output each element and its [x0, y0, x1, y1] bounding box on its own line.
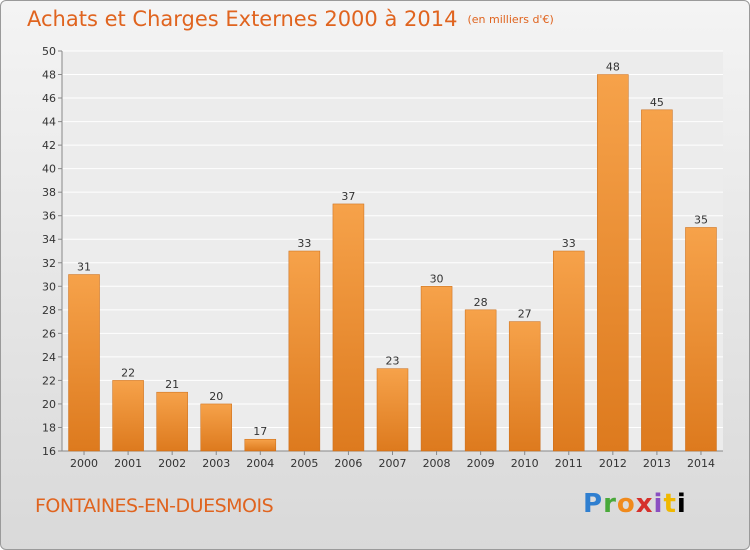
x-tick-label: 2000	[70, 457, 98, 470]
y-tick-label: 16	[42, 445, 56, 458]
bar	[288, 250, 321, 452]
chart-unit: (en milliers d'€)	[467, 13, 554, 26]
data-label: 33	[297, 237, 311, 250]
data-label: 37	[341, 190, 355, 203]
bar	[244, 438, 277, 452]
data-label: 17	[253, 425, 267, 438]
data-label: 33	[562, 237, 576, 250]
y-tick-label: 26	[42, 327, 56, 340]
y-tick-label: 48	[42, 69, 56, 82]
y-tick-label: 34	[42, 233, 56, 246]
bar	[112, 380, 144, 452]
data-label: 45	[650, 96, 664, 109]
chart-title: Achats et Charges Externes 2000 à 2014 (e…	[27, 7, 554, 31]
x-tick-label: 2009	[467, 457, 495, 470]
logo-letter: x	[635, 489, 654, 519]
data-label: 30	[430, 272, 444, 285]
bar	[553, 250, 585, 452]
logo-letter: i	[653, 489, 664, 519]
bar	[685, 227, 717, 452]
chart-title-text: Achats et Charges Externes 2000 à 2014	[27, 7, 458, 31]
x-tick-label: 2002	[158, 457, 186, 470]
bar	[420, 286, 453, 452]
bar	[508, 321, 541, 452]
data-label: 21	[165, 378, 179, 391]
y-tick-label: 42	[42, 139, 56, 152]
bar	[156, 391, 188, 452]
x-tick-label: 2006	[334, 457, 362, 470]
bar	[68, 274, 100, 452]
y-tick-label: 22	[42, 374, 56, 387]
logo-letter: o	[616, 489, 636, 519]
logo-letter: t	[663, 489, 677, 519]
logo-letter: i	[676, 489, 687, 519]
y-tick-label: 20	[42, 398, 56, 411]
bar	[332, 203, 365, 452]
bar	[597, 74, 629, 452]
commune-name: FONTAINES-EN-DUESMOIS	[35, 495, 274, 517]
y-tick-label: 38	[42, 186, 56, 199]
x-tick-label: 2005	[290, 457, 318, 470]
x-tick-label: 2010	[511, 457, 539, 470]
logo-letter: P	[583, 489, 604, 519]
y-tick-label: 32	[42, 257, 56, 270]
y-tick-label: 28	[42, 304, 56, 317]
x-tick-label: 2007	[379, 457, 407, 470]
data-label: 22	[121, 366, 135, 379]
x-tick-label: 2013	[643, 457, 671, 470]
x-tick-label: 2003	[202, 457, 230, 470]
y-tick-label: 46	[42, 92, 56, 105]
data-label: 20	[209, 390, 223, 403]
bar	[464, 309, 497, 452]
data-label: 28	[474, 296, 488, 309]
data-label: 23	[386, 355, 400, 368]
y-tick-label: 44	[42, 116, 56, 129]
bar	[641, 109, 673, 452]
x-tick-label: 2001	[114, 457, 142, 470]
x-tick-label: 2014	[687, 457, 715, 470]
logo-letter: r	[603, 489, 617, 519]
x-tick-label: 2004	[246, 457, 274, 470]
x-tick-label: 2012	[599, 457, 627, 470]
x-tick-label: 2008	[423, 457, 451, 470]
y-tick-label: 40	[42, 163, 56, 176]
y-tick-label: 50	[42, 45, 56, 58]
data-label: 27	[518, 308, 532, 321]
data-label: 31	[77, 261, 91, 274]
y-tick-label: 18	[42, 421, 56, 434]
y-tick-label: 24	[42, 351, 56, 364]
x-tick-label: 2011	[555, 457, 583, 470]
y-tick-label: 36	[42, 210, 56, 223]
y-tick-label: 30	[42, 280, 56, 293]
bar	[200, 403, 232, 452]
bar	[376, 368, 409, 452]
data-label: 35	[694, 213, 708, 226]
proxiti-logo[interactable]: Proxiti	[583, 489, 687, 519]
data-label: 48	[606, 61, 620, 74]
